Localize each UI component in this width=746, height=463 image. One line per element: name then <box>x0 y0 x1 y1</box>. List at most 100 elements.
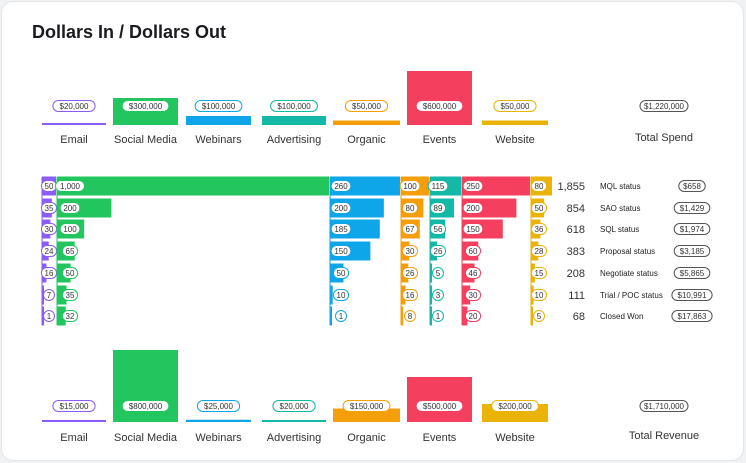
revenue-value-website-pill <box>491 400 539 412</box>
funnel-value-website-closed-won-label: 5 <box>537 312 542 321</box>
funnel-value-social-media-proposal-status-pill <box>61 245 79 257</box>
revenue-value-website-label: $200,000 <box>498 402 532 411</box>
funnel-value-webinars-sql-status-label: 185 <box>334 225 348 234</box>
funnel-bar-webinars-trial-poc-status <box>330 285 333 305</box>
funnel-value-website-sao-status-pill <box>530 202 548 214</box>
funnel-cost-sql-status-pill <box>673 223 711 235</box>
funnel-value-advertising-closed-won-label: 1 <box>436 312 441 321</box>
funnel-bar-social-media-closed-won <box>57 306 66 326</box>
funnel-value-webinars-sao-status-label: 200 <box>334 204 348 213</box>
funnel-value-social-media-sao-status-label: 200 <box>63 204 77 213</box>
chart-title: Dollars In / Dollars Out <box>32 22 227 42</box>
funnel-value-organic-mql-status-pill <box>399 180 421 192</box>
spend-value-website-pill <box>493 100 537 112</box>
revenue-value-email-label: $15,000 <box>60 402 89 411</box>
funnel-stage-negotiate-status: Negotiate status <box>600 269 658 278</box>
spend-category-events: Events <box>423 134 457 146</box>
funnel-value-social-media-negotiate-status-label: 50 <box>66 269 75 278</box>
funnel-value-organic-mql-status-label: 100 <box>403 182 417 191</box>
revenue-total-value-pill <box>639 400 689 412</box>
funnel-value-events-sql-status-label: 150 <box>466 225 480 234</box>
funnel-cost-trial-poc-status-pill <box>671 289 713 301</box>
spend-value-website-label: $50,000 <box>501 102 530 111</box>
revenue-bar-email <box>42 420 106 422</box>
funnel-cost-mql-status-label: $658 <box>683 182 701 191</box>
funnel-stage-sao-status: SAO status <box>600 204 640 213</box>
funnel-value-webinars-sao-status-pill <box>330 202 352 214</box>
revenue-value-advertising-pill <box>272 400 316 412</box>
funnel-value-events-proposal-status-pill <box>464 245 482 257</box>
funnel-value-social-media-closed-won-label: 32 <box>66 312 75 321</box>
funnel-cost-closed-won-label: $17,863 <box>678 312 707 321</box>
funnel-value-advertising-proposal-status-label: 26 <box>434 247 443 256</box>
revenue-bar-advertising <box>262 420 326 422</box>
funnel-value-email-proposal-status-label: 24 <box>45 247 54 256</box>
funnel-value-advertising-mql-status-pill <box>427 180 449 192</box>
funnel-stage-mql-status: MQL status <box>600 182 641 191</box>
spend-category-webinars: Webinars <box>195 134 242 146</box>
revenue-value-events-pill <box>415 400 464 412</box>
spend-value-social-media-label: $300,000 <box>129 102 163 111</box>
funnel-bar-webinars-closed-won <box>330 306 332 326</box>
funnel-cost-closed-won-pill <box>671 310 713 322</box>
funnel-total-closed-won: 68 <box>573 311 585 323</box>
spend-value-email-label: $20,000 <box>60 102 89 111</box>
spend-value-organic-label: $50,000 <box>352 102 381 111</box>
spend-total-value-pill <box>639 100 689 112</box>
funnel-value-advertising-closed-won-pill <box>432 310 444 322</box>
funnel-value-webinars-closed-won-pill <box>335 310 347 322</box>
funnel-value-social-media-proposal-status-label: 65 <box>66 247 75 256</box>
revenue-value-advertising-label: $20,000 <box>280 402 309 411</box>
funnel-value-organic-sql-status-pill <box>401 223 419 235</box>
funnel-value-website-trial-poc-status-pill <box>530 289 548 301</box>
funnel-value-social-media-trial-poc-status-pill <box>61 289 79 301</box>
funnel-value-website-proposal-status-pill <box>530 245 548 257</box>
funnel-value-website-sql-status-label: 36 <box>535 225 544 234</box>
funnel-value-events-closed-won-pill <box>464 310 482 322</box>
revenue-total-label: Total Revenue <box>629 430 699 442</box>
funnel-value-website-mql-status-label: 80 <box>535 182 544 191</box>
spend-value-events-pill <box>415 100 464 112</box>
revenue-value-organic-label: $150,000 <box>350 402 384 411</box>
revenue-value-social-media-pill <box>121 400 170 412</box>
spend-value-webinars-label: $100,000 <box>202 102 236 111</box>
funnel-value-social-media-sql-status-label: 100 <box>63 225 77 234</box>
revenue-value-organic-pill <box>342 400 391 412</box>
funnel-value-email-trial-poc-status-pill <box>43 289 55 301</box>
funnel-value-social-media-mql-status-label: 1,000 <box>60 182 81 191</box>
revenue-value-email-pill <box>52 400 96 412</box>
funnel-value-email-mql-status-label: 50 <box>45 182 54 191</box>
funnel-value-organic-negotiate-status-pill <box>401 267 419 279</box>
funnel-stage-trial-poc-status: Trial / POC status <box>600 291 663 300</box>
funnel-value-advertising-sao-status-label: 89 <box>434 204 443 213</box>
funnel-value-organic-proposal-status-pill <box>401 245 419 257</box>
spend-category-email: Email <box>60 134 88 146</box>
funnel-value-webinars-proposal-status-pill <box>330 245 352 257</box>
funnel-value-organic-sql-status-label: 67 <box>406 225 415 234</box>
revenue-category-events: Events <box>423 432 457 444</box>
revenue-total-value-label: $1,710,000 <box>644 402 685 411</box>
funnel-value-organic-closed-won-label: 8 <box>408 312 413 321</box>
funnel-total-negotiate-status: 208 <box>567 268 585 280</box>
spend-total-label: Total Spend <box>635 132 693 144</box>
funnel-value-website-trial-poc-status-label: 10 <box>535 291 544 300</box>
funnel-value-events-mql-status-pill <box>462 180 484 192</box>
funnel-value-webinars-negotiate-status-pill <box>332 267 350 279</box>
funnel-total-sao-status: 854 <box>567 203 585 215</box>
funnel-value-webinars-proposal-status-label: 150 <box>334 247 348 256</box>
funnel-value-events-sao-status-pill <box>462 202 484 214</box>
funnel-value-email-sql-status-label: 30 <box>45 225 54 234</box>
funnel-cost-sao-status-label: $1,429 <box>680 204 705 213</box>
funnel-cost-proposal-status-label: $3,185 <box>680 247 705 256</box>
funnel-value-organic-proposal-status-label: 30 <box>406 247 415 256</box>
spend-value-advertising-label: $100,000 <box>277 102 311 111</box>
funnel-bar-events-closed-won <box>462 306 468 326</box>
spend-bar-events <box>407 71 472 125</box>
funnel-bar-advertising-trial-poc-status <box>430 285 432 305</box>
funnel-value-events-negotiate-status-pill <box>464 267 482 279</box>
funnel-bar-organic-closed-won <box>401 306 404 326</box>
funnel-bar-website-closed-won <box>531 306 533 326</box>
funnel-value-organic-trial-poc-status-pill <box>401 289 419 301</box>
funnel-value-advertising-sql-status-pill <box>429 223 447 235</box>
funnel-bar-social-media-trial-poc-status <box>57 285 67 305</box>
